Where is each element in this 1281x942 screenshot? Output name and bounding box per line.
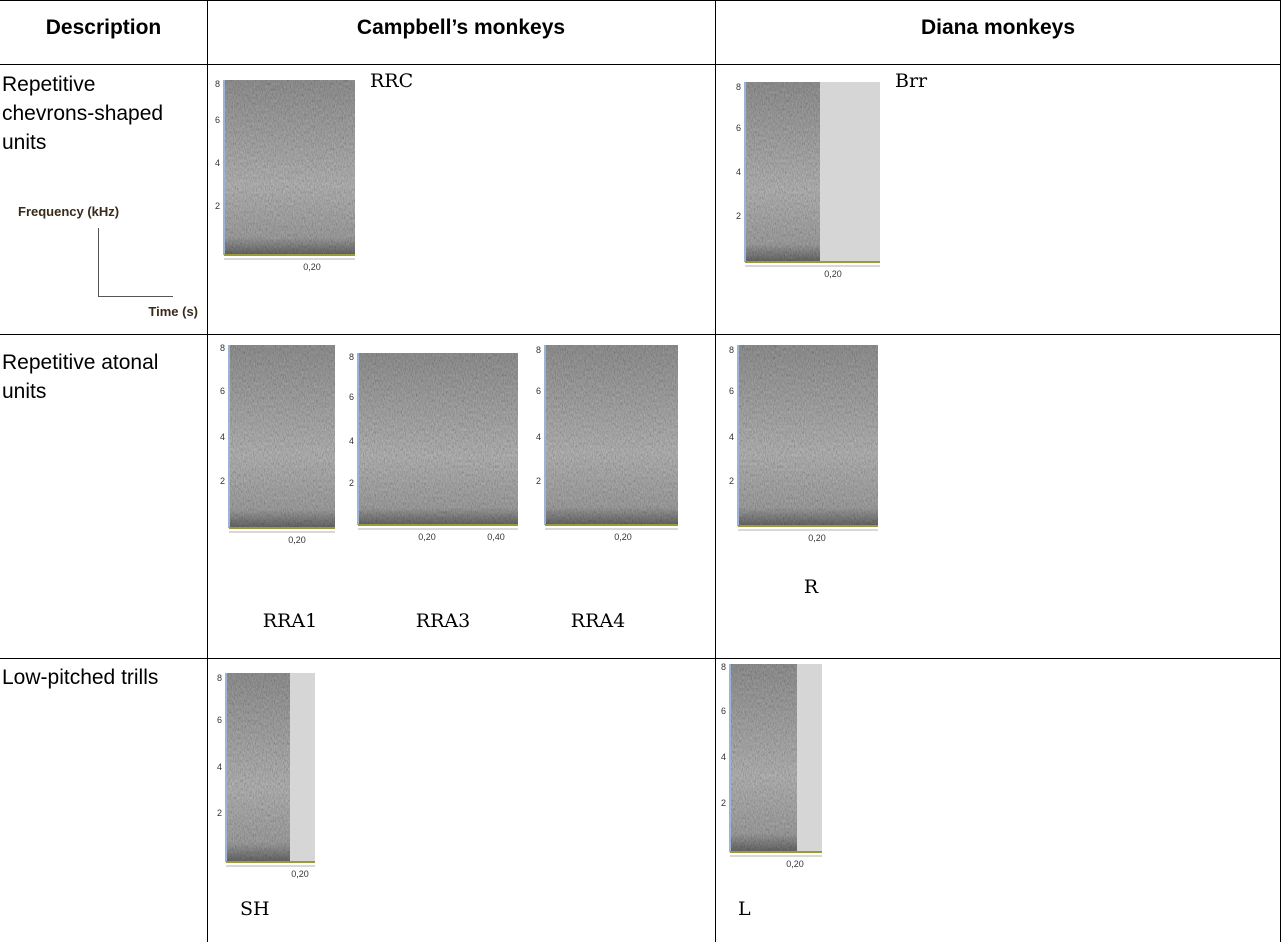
row-description: Low-pitched trills <box>2 663 172 692</box>
y-tick-label: 4 <box>729 432 734 442</box>
y-tick-label: 2 <box>220 476 225 486</box>
y-tick-label: 6 <box>215 115 220 125</box>
spectrogram <box>745 82 820 262</box>
call-label: RRA1 <box>250 610 330 632</box>
y-tick-label: 4 <box>217 762 222 772</box>
y-tick-label: 8 <box>736 82 741 92</box>
x-tick-label: 0,20 <box>303 262 321 272</box>
x-tick-label: 0,20 <box>288 535 306 545</box>
y-tick-label: 2 <box>721 798 726 808</box>
y-tick-label: 4 <box>215 158 220 168</box>
spectrogram <box>229 345 335 528</box>
y-tick-label: 4 <box>349 436 354 446</box>
spectrogram <box>545 345 678 525</box>
y-tick-label: 6 <box>736 123 741 133</box>
x-tick-label: 0,20 <box>824 269 842 279</box>
y-tick-label: 8 <box>217 673 222 683</box>
y-tick-label: 6 <box>220 386 225 396</box>
y-tick-label: 6 <box>729 386 734 396</box>
column-header: Campbell’s monkeys <box>207 16 715 40</box>
axis-key-lines <box>98 228 173 297</box>
call-label: R <box>771 576 851 598</box>
call-label: RRA3 <box>403 610 483 632</box>
spectrogram-blank <box>820 82 880 262</box>
call-label: RRC <box>370 70 413 92</box>
y-tick-label: 6 <box>536 386 541 396</box>
y-tick-label: 6 <box>349 392 354 402</box>
y-tick-label: 2 <box>536 476 541 486</box>
call-label: Brr <box>895 70 927 92</box>
y-tick-label: 2 <box>217 808 222 818</box>
y-tick-label: 8 <box>721 662 726 672</box>
y-tick-label: 8 <box>536 345 541 355</box>
y-tick-label: 2 <box>729 476 734 486</box>
axis-key-x: Time (s) <box>110 304 198 319</box>
y-tick-label: 4 <box>536 432 541 442</box>
column-header: Description <box>0 16 207 40</box>
row-description: Repetitive atonal units <box>2 348 172 406</box>
spectrogram <box>226 673 290 862</box>
y-tick-label: 8 <box>220 343 225 353</box>
x-tick-label: 0,20 <box>291 869 309 879</box>
x-tick-label: 0,40 <box>487 532 505 542</box>
call-label: RRA4 <box>558 610 638 632</box>
spectrogram <box>358 353 518 525</box>
row-description: Repetitive chevrons-shaped units <box>2 70 172 157</box>
call-label: L <box>738 898 751 920</box>
call-label: SH <box>240 898 270 920</box>
y-tick-label: 6 <box>721 706 726 716</box>
axis-key-y: Frequency (kHz) <box>18 204 119 219</box>
x-tick-label: 0,20 <box>786 859 804 869</box>
x-tick-label: 0,20 <box>418 532 436 542</box>
spectrogram <box>224 80 355 255</box>
spectrogram <box>730 664 797 852</box>
y-tick-label: 4 <box>721 752 726 762</box>
y-tick-label: 2 <box>736 211 741 221</box>
y-tick-label: 6 <box>217 715 222 725</box>
y-tick-label: 4 <box>736 167 741 177</box>
x-tick-label: 0,20 <box>808 533 826 543</box>
y-tick-label: 4 <box>220 432 225 442</box>
x-tick-label: 0,20 <box>614 532 632 542</box>
y-tick-label: 8 <box>215 79 220 89</box>
y-tick-label: 8 <box>729 345 734 355</box>
graphics: 8 6 4 2 0,20 8 6 4 2 0,20 8 6 4 2 0,20 8 6 4 2 0,20 0,40 8 6 4 2… <box>0 0 1281 942</box>
column-header: Diana monkeys <box>715 16 1281 40</box>
y-tick-label: 8 <box>349 352 354 362</box>
spectrogram <box>738 345 878 526</box>
y-tick-label: 2 <box>215 201 220 211</box>
spectrogram-blank <box>290 673 315 862</box>
y-tick-label: 2 <box>349 478 354 488</box>
page: 8 6 4 2 0,20 8 6 4 2 0,20 8 6 4 2 0,20 8 6 4 2 0,20 0,40 8 6 4 2… <box>0 0 1281 942</box>
spectrogram-blank <box>797 664 822 852</box>
